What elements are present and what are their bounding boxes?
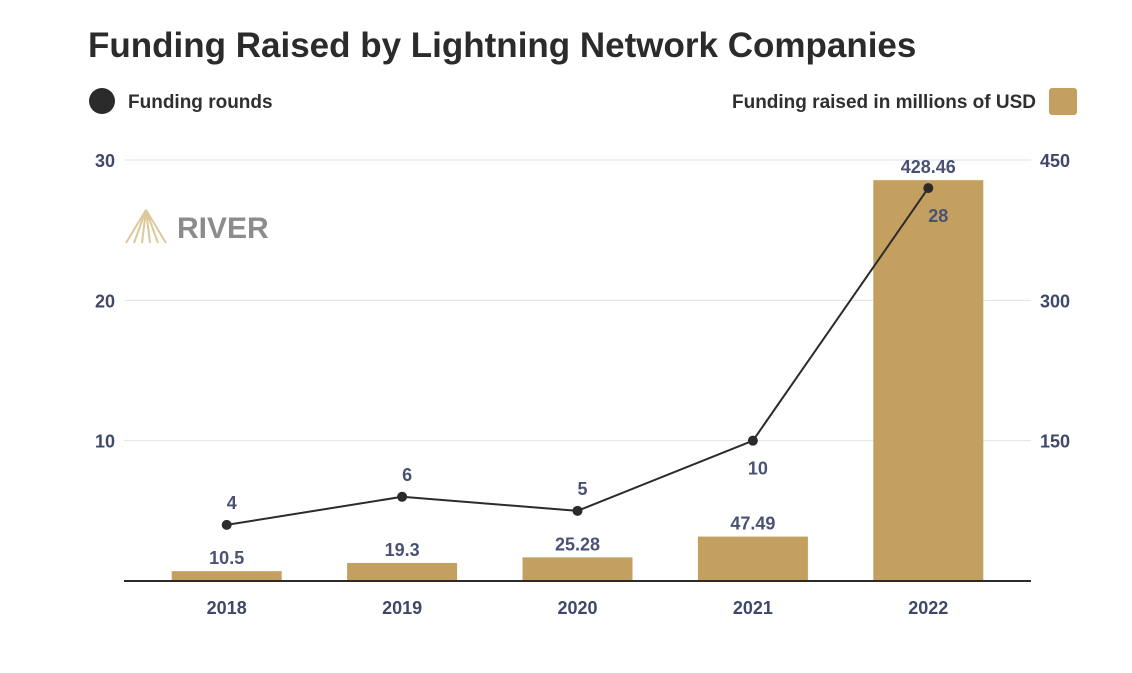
left-tick-label: 30 — [95, 151, 115, 171]
x-axis: 2018 2019 2020 2021 2022 — [207, 598, 949, 618]
left-tick-label: 20 — [95, 291, 115, 311]
line-data-labels: 4 6 5 10 28 — [227, 206, 949, 513]
bar-label-2018: 10.5 — [209, 548, 244, 568]
line-point-2018 — [221, 519, 232, 530]
river-logo-text: RIVER — [177, 212, 269, 245]
x-tick-label: 2021 — [733, 598, 773, 618]
legend: Funding rounds Funding raised in million… — [89, 88, 1077, 115]
river-logo: RIVER — [125, 209, 269, 245]
line-point-2022 — [923, 183, 934, 194]
line-point-2020 — [572, 505, 583, 516]
right-tick-label: 450 — [1040, 151, 1070, 171]
bar-label-2021: 47.49 — [730, 514, 775, 534]
left-axis: 10 20 30 — [95, 151, 115, 452]
right-axis: 150 300 450 — [1040, 151, 1070, 452]
right-tick-label: 300 — [1040, 291, 1070, 311]
bar-series — [171, 180, 984, 582]
x-tick-label: 2018 — [207, 598, 247, 618]
bar-label-2022: 428.46 — [901, 157, 956, 177]
legend-label-funding-raised: Funding raised in millions of USD — [732, 92, 1036, 113]
line-label-2018: 4 — [227, 493, 237, 513]
x-tick-label: 2019 — [382, 598, 422, 618]
bar-2019 — [347, 562, 458, 581]
bar-data-labels: 10.5 19.3 25.28 47.49 428.46 — [209, 157, 956, 568]
line-point-2019 — [397, 491, 408, 502]
bar-2020 — [522, 557, 633, 581]
line-label-2019: 6 — [402, 465, 412, 485]
bar-2018 — [171, 571, 282, 581]
bar-2022 — [873, 180, 984, 582]
bar-label-2019: 19.3 — [385, 540, 420, 560]
x-tick-label: 2022 — [908, 598, 948, 618]
right-tick-label: 150 — [1040, 432, 1070, 452]
legend-marker-funding-rounds — [89, 88, 115, 114]
river-logo-icon — [125, 209, 167, 244]
line-label-2022: 28 — [928, 206, 948, 226]
legend-label-funding-rounds: Funding rounds — [128, 92, 273, 113]
chart-title: Funding Raised by Lightning Network Comp… — [88, 26, 916, 65]
line-point-2021 — [747, 435, 758, 446]
funding-rounds-line — [226, 187, 930, 526]
left-tick-label: 10 — [95, 432, 115, 452]
bar-label-2020: 25.28 — [555, 534, 600, 554]
x-tick-label: 2020 — [557, 598, 597, 618]
bar-2021 — [697, 536, 808, 581]
line-series — [221, 183, 934, 530]
legend-swatch-funding-raised — [1049, 88, 1077, 115]
line-label-2021: 10 — [748, 459, 768, 479]
line-label-2020: 5 — [577, 479, 587, 499]
